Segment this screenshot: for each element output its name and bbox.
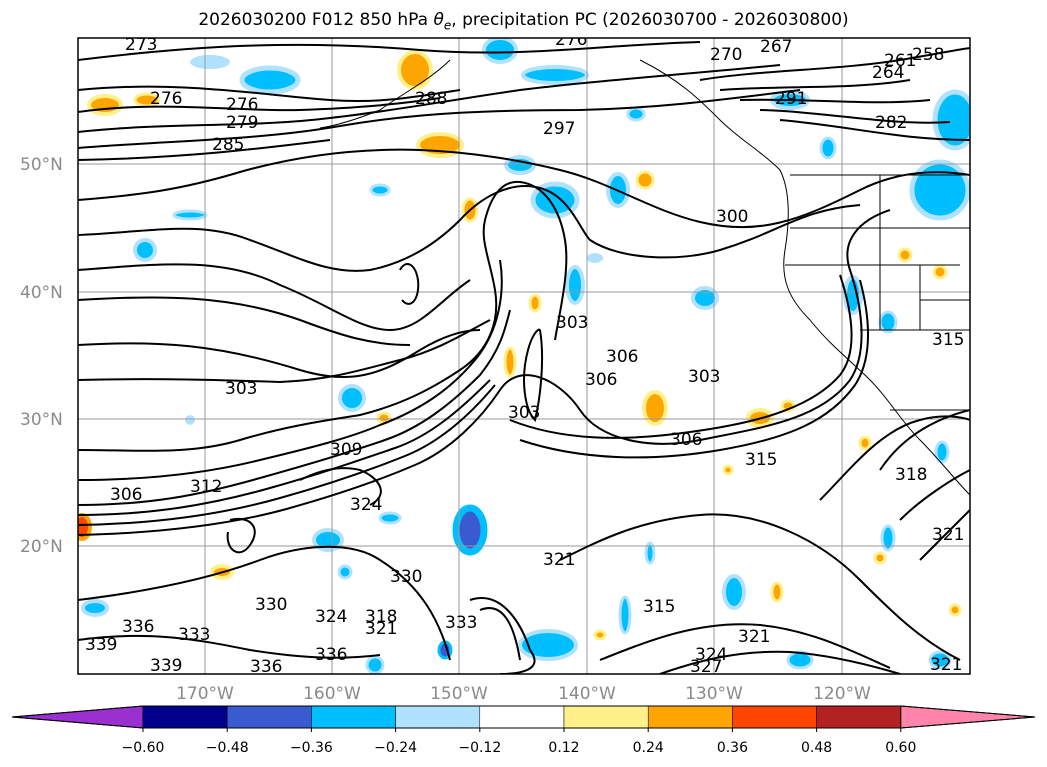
contour-labels: 273 276 276 279 285 288 297 276 270 267 … [85,30,964,677]
contour-label: 321 [543,550,575,570]
contour-label: 306 [670,430,702,450]
contour-label: 303 [688,367,720,387]
contour-label: 303 [508,403,540,423]
contour-label: 315 [932,330,964,350]
contour-label: 333 [178,625,210,645]
colorbar-tick-label: −0.48 [206,740,249,756]
lat-label-20n: 20°N [20,537,63,557]
contour-label: 264 [872,63,904,83]
graticule [78,38,970,674]
contour-label: 318 [365,607,397,627]
lon-label-170w: 170°W [176,684,234,704]
contour-label: 282 [875,113,907,133]
lon-label-130w: 130°W [685,684,743,704]
contour-label: 321 [738,627,770,647]
contour-label: 291 [775,89,807,109]
contour-label: 336 [250,657,282,677]
contour-label: 303 [225,379,257,399]
colorbar-swatch [395,705,481,729]
contour-label: 276 [150,89,182,109]
colorbar-swatches [11,705,1036,729]
contour-label: 273 [125,35,157,55]
colorbar-swatch [647,705,733,729]
colorbar: −0.60 −0.48 −0.36 −0.24 −0.12 0.12 0.24 0.36 0.4… [11,705,1036,756]
contour-label: 315 [643,597,675,617]
contour-label: 306 [110,485,142,505]
colorbar-swatch [563,705,649,729]
colorbar-tick-label: −0.24 [374,740,417,756]
colorbar-tick-labels: −0.60 −0.48 −0.36 −0.24 −0.12 0.12 0.24 0.36 0.4… [122,728,916,756]
contour-label: 324 [315,607,347,627]
map-title: 2026030200 F012 850 hPa θe, precipitatio… [0,10,1047,32]
colorbar-tick-label: 0.12 [548,740,579,756]
contour-label: 309 [330,440,362,460]
contour-label: 303 [556,313,588,333]
contour-label: 312 [190,477,222,497]
map-plot-area: 273 276 276 279 285 288 297 276 270 267 … [78,30,970,677]
colorbar-swatch [311,705,396,729]
colorbar-swatch [226,705,312,729]
theta-symbol: θ [433,10,444,30]
contour-label: 261 [884,51,916,71]
contour-label: 306 [585,370,617,390]
contour-label: 276 [555,30,587,50]
colorbar-swatch [816,705,902,729]
colorbar-tick-label: 0.48 [801,740,832,756]
contour-label: 321 [365,619,397,639]
colorbar-tick-label: −0.36 [290,740,333,756]
contour-label: 330 [255,595,287,615]
colorbar-tick-label: −0.60 [122,740,165,756]
contour-label: 276 [226,95,258,115]
contour-label: 339 [85,635,117,655]
map-frame [77,37,971,675]
lat-label-50n: 50°N [20,155,63,175]
lon-label-150w: 150°W [430,684,488,704]
theta-subscript: e [443,18,452,33]
contour-label: 321 [930,655,962,675]
colorbar-swatch [732,705,817,729]
contour-label: 315 [745,450,777,470]
title-text: 2026030200 F012 850 hPa θe, precipitatio… [198,10,849,33]
contour-label: 288 [415,89,447,109]
contour-label: 306 [606,347,638,367]
contour-label: 330 [390,567,422,587]
contour-label: 270 [710,45,742,65]
lat-label-30n: 30°N [20,410,63,430]
lon-label-120w: 120°W [813,684,871,704]
contour-label: 321 [932,525,964,545]
colorbar-swatch [142,705,228,729]
contour-label: 279 [226,113,258,133]
contour-label: 333 [445,613,477,633]
theta-e-contours [78,41,970,674]
colorbar-extend-high [900,705,1036,729]
contour-label: 324 [695,645,727,665]
colorbar-tick-label: 0.36 [717,740,748,756]
lat-label-40n: 40°N [20,283,63,303]
colorbar-swatch [479,705,565,729]
contour-label: 327 [690,657,722,677]
colorbar-extend-low [11,705,144,729]
contour-label: 297 [543,119,575,139]
contour-label: 339 [150,656,182,676]
contour-label: 258 [912,45,944,65]
map-background [78,38,970,674]
contour-label: 267 [760,37,792,57]
contour-label: 318 [895,465,927,485]
lon-label-140w: 140°W [558,684,616,704]
lon-label-160w: 160°W [303,684,361,704]
colorbar-tick-label: −0.12 [458,740,501,756]
lon-axis-labels: 170°W 160°W 150°W 140°W 130°W 120°W [176,684,871,704]
contour-label: 324 [350,495,382,515]
colorbar-tick-label: 0.24 [633,740,664,756]
contour-label: 300 [716,207,748,227]
contour-label: 336 [122,617,154,637]
contour-label: 336 [315,645,347,665]
lat-axis-labels: 50°N 40°N 30°N 20°N [20,155,63,557]
contour-label: 285 [212,135,244,155]
coastlines [319,59,970,496]
colorbar-tick-label: 0.60 [885,740,916,756]
